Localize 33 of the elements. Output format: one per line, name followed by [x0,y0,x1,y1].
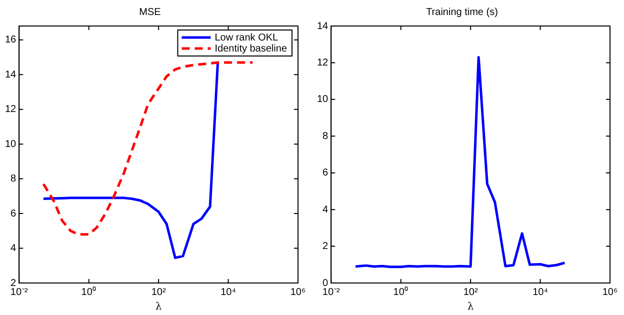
legend-label: Identity baseline [214,43,288,54]
y-tick-label: 8 [10,174,17,185]
y-tick-label: 10 [317,94,329,106]
x-tick-label: 10⁴ [532,286,548,298]
x-axis-title: λ [155,302,162,313]
x-tick-label: 10⁰ [393,286,408,298]
x-axis-title: λ [467,302,474,313]
line-series [42,61,254,236]
x-tick-label: 10⁰ [81,286,96,298]
y-tick-label: 10 [5,138,17,150]
y-tick-label: 14 [5,69,17,80]
x-tick-label: 10⁻² [10,286,29,298]
x-tick-label: 10⁶ [290,286,306,298]
x-tick-label: 10⁶ [602,286,618,298]
y-tick-label: 16 [5,34,17,46]
y-tick-label: 14 [317,20,329,32]
x-tick-label: 10⁻² [322,286,341,298]
y-tick-label: 4 [10,243,17,254]
y-tick-label: 6 [322,168,329,179]
y-tick-label: 2 [10,278,17,289]
x-tick-label: 10² [463,286,478,298]
y-tick-label: 4 [322,204,329,216]
y-tick-label: 12 [5,104,17,116]
y-tick-label: 2 [322,241,329,252]
y-tick-label: 8 [322,130,329,142]
y-tick-label: 12 [317,57,329,68]
legend-label: Low rank OKL [214,32,279,44]
y-tick-label: 6 [10,208,17,220]
x-tick-label: 10² [151,286,166,298]
x-tick-label: 10⁴ [220,286,236,298]
y-tick-label: 0 [322,278,329,289]
chart-title: MSE [139,6,162,18]
chart-title: Training time (s) [426,6,498,18]
